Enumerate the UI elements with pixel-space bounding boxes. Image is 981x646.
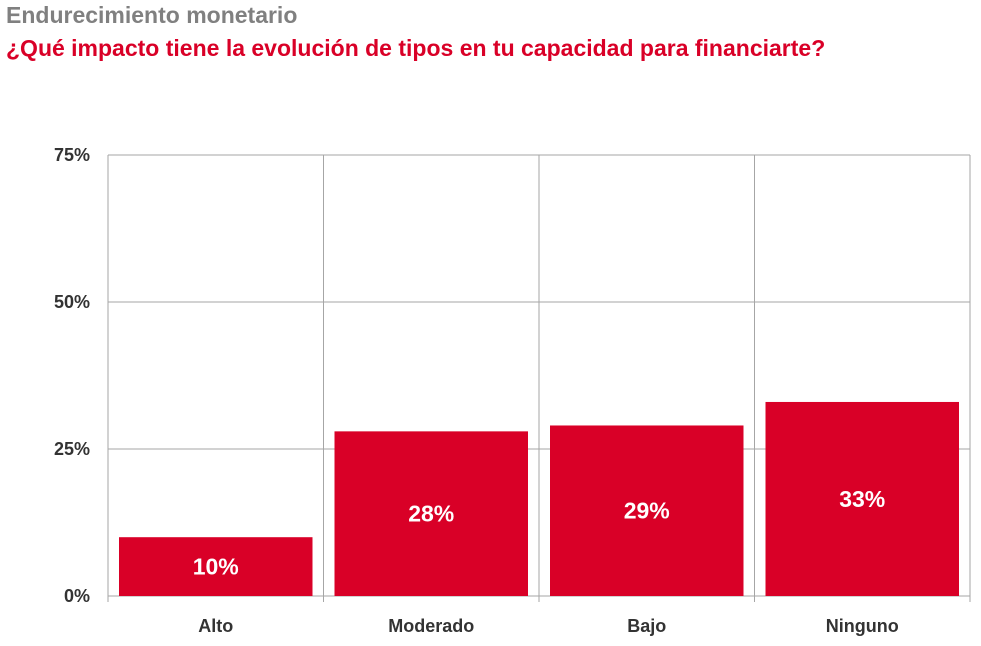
chart-kicker: Endurecimiento monetario	[6, 2, 298, 28]
chart-title: ¿Qué impacto tiene la evolución de tipos…	[6, 35, 826, 61]
y-tick-label: 50%	[54, 292, 90, 312]
data-label: 28%	[408, 501, 454, 527]
x-category-label: Bajo	[627, 616, 666, 636]
bar	[550, 425, 744, 596]
bar	[334, 431, 528, 596]
data-label: 33%	[839, 486, 885, 512]
data-label: 10%	[193, 554, 239, 580]
x-category-label: Alto	[198, 616, 233, 636]
y-tick-label: 0%	[64, 586, 90, 606]
y-tick-label: 25%	[54, 439, 90, 459]
bar	[765, 401, 959, 596]
bar	[119, 537, 313, 596]
y-tick-label: 75%	[54, 145, 90, 165]
data-label: 29%	[624, 498, 670, 524]
x-category-label: Ninguno	[826, 616, 899, 636]
x-category-label: Moderado	[388, 616, 474, 636]
